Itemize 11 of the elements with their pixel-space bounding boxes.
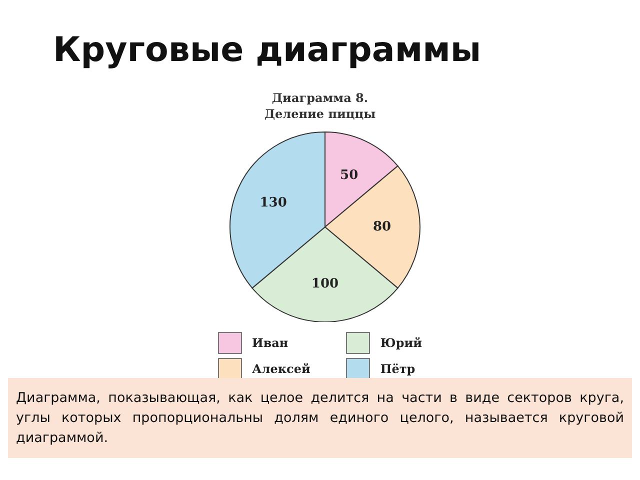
data-label: 50 — [340, 168, 358, 183]
data-label: 100 — [311, 276, 339, 292]
data-label: 130 — [260, 195, 287, 210]
chart-subtitle: Диаграмма 8. Деление пиццы — [264, 90, 376, 122]
legend-label: Пётр — [380, 362, 416, 376]
legend-label: Алексей — [252, 362, 310, 376]
data-label: 80 — [372, 220, 392, 234]
legend-label: Иван — [252, 336, 288, 350]
legend-label: Юрий — [380, 336, 422, 350]
text: Диаграмма, показывающая, как целое делится на части в виде секторов круга, углы которых пропорциональны долям единого целого, называется круговой диаграммой. — [8, 378, 632, 458]
chart-title: Круговые диаграммы — [53, 30, 482, 70]
